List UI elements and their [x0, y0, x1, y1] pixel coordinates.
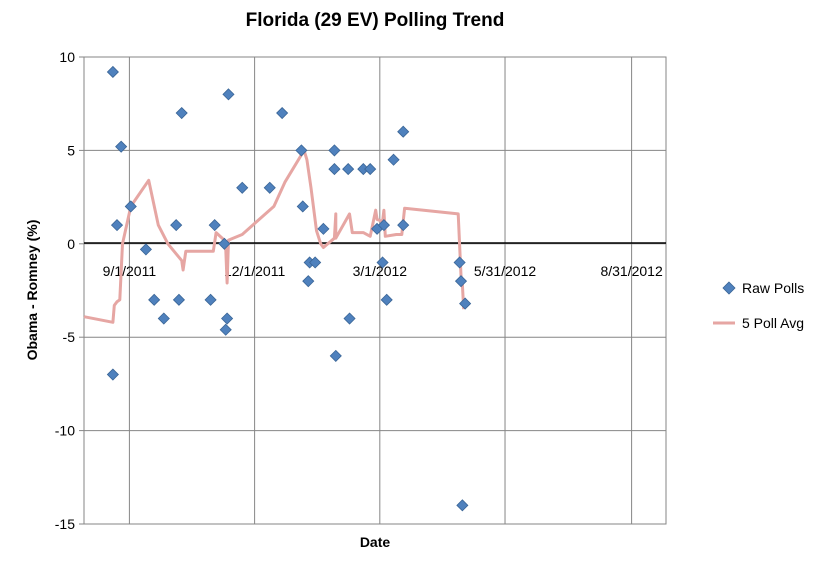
legend: Raw Polls 5 Poll Avg [713, 280, 804, 331]
raw-poll-point [364, 163, 377, 176]
y-tick-label: 0 [67, 236, 75, 252]
x-tick-label: 12/1/2011 [224, 263, 285, 279]
raw-poll-point [459, 297, 472, 310]
raw-poll-point [115, 140, 128, 153]
raw-poll-point [387, 153, 400, 166]
series-raw-polls [106, 65, 472, 512]
raw-poll-point [175, 106, 188, 120]
raw-poll-point [302, 275, 315, 288]
raw-poll-point [295, 144, 308, 157]
y-axis-ticks: -15 -10 -5 0 5 10 [55, 49, 84, 532]
legend-5-poll-avg-label: 5 Poll Avg [742, 315, 804, 331]
raw-poll-point [208, 219, 221, 232]
raw-poll-point [236, 181, 249, 194]
raw-poll-point [317, 222, 330, 235]
raw-poll-point [376, 256, 389, 269]
raw-poll-point [377, 219, 391, 232]
series-5-poll-avg [83, 148, 466, 324]
raw-poll-point [106, 65, 119, 79]
raw-poll-point [276, 106, 289, 120]
y-axis-title: Obama - Romney (%) [24, 220, 40, 361]
raw-poll-point [309, 256, 322, 269]
y-tick-label: -15 [55, 516, 75, 532]
grid [84, 56, 666, 525]
raw-poll-point [397, 125, 410, 138]
y-tick-label: -10 [55, 423, 75, 439]
raw-poll-point [172, 293, 186, 306]
y-tick-label: 10 [59, 49, 75, 65]
raw-poll-point [328, 144, 341, 157]
x-tick-label: 3/1/2012 [353, 263, 408, 279]
raw-poll-point [219, 323, 232, 336]
raw-poll-point [218, 237, 231, 250]
raw-poll-point [148, 293, 161, 306]
raw-poll-point [124, 200, 137, 213]
raw-poll-point [157, 312, 170, 325]
raw-poll-point [397, 219, 410, 232]
raw-poll-point [296, 200, 309, 213]
plot-area-border [83, 56, 667, 525]
raw-poll-point [263, 181, 276, 194]
raw-poll-point [110, 219, 124, 232]
x-tick-label: 5/31/2012 [474, 263, 536, 279]
x-tick-label: 9/1/2011 [103, 263, 157, 279]
legend-raw-polls-label: Raw Polls [742, 280, 804, 296]
x-axis-ticks: 9/1/2011 12/1/2011 3/1/2012 5/31/2012 8/31/2… [103, 263, 663, 279]
raw-poll-point [221, 312, 234, 325]
avg-line [83, 148, 466, 324]
legend-raw-polls-marker [722, 281, 736, 295]
raw-poll-point [204, 293, 217, 306]
raw-poll-point [343, 312, 356, 325]
x-axis-title: Date [360, 534, 391, 550]
x-tick-label: 8/31/2012 [600, 263, 662, 279]
raw-poll-point [456, 499, 469, 512]
chart-title: Florida (29 EV) Polling Trend [246, 10, 505, 31]
y-tick-label: 5 [67, 142, 75, 158]
raw-poll-point [106, 368, 119, 381]
raw-poll-point [342, 163, 355, 176]
raw-poll-point [328, 163, 341, 176]
raw-poll-point [380, 293, 393, 306]
y-tick-label: -5 [63, 329, 76, 345]
raw-poll-point [139, 243, 152, 256]
raw-poll-point [329, 349, 342, 362]
raw-poll-point [453, 256, 466, 269]
raw-poll-point [222, 88, 235, 101]
raw-poll-point [170, 219, 183, 232]
raw-poll-point [454, 275, 468, 288]
